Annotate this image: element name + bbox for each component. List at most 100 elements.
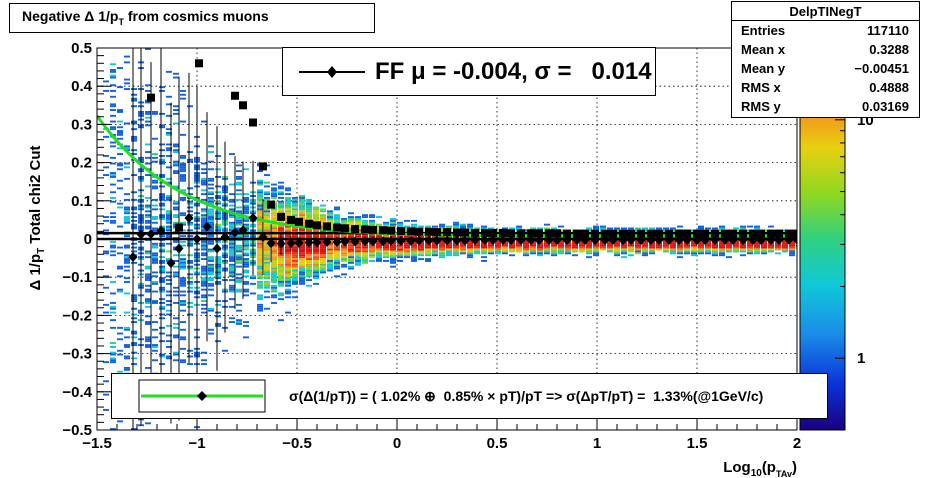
heatmap-cell: [544, 246, 550, 249]
heatmap-cell: [264, 212, 270, 215]
heatmap-cell: [180, 177, 186, 180]
heatmap-cell: [271, 246, 277, 249]
heatmap-cell: [306, 267, 312, 270]
heatmap-cell: [201, 296, 207, 299]
heatmap-cell: [201, 351, 207, 354]
heatmap-cell: [243, 254, 249, 257]
heatmap-cell: [285, 246, 291, 249]
heatmap-cell: [670, 244, 676, 247]
heatmap-cell: [131, 344, 137, 346]
heatmap-cell: [320, 269, 326, 272]
heatmap-cell: [173, 326, 179, 329]
fit-legend: σ(Δ(1/pT)) = ( 1.02% ⊕ 0.85% × pT)/pT =>…: [111, 373, 828, 419]
heatmap-cell: [306, 216, 312, 218]
heatmap-cell: [614, 227, 620, 230]
heatmap-cell: [243, 210, 249, 213]
sigma-marker: [591, 229, 599, 238]
heatmap-cell: [215, 261, 221, 264]
mean-marker: [618, 235, 628, 246]
heatmap-cell: [180, 97, 186, 100]
heatmap-cell: [173, 317, 179, 320]
heatmap-cell: [299, 198, 305, 201]
heatmap-cell: [495, 252, 501, 255]
heatmap-cell: [152, 321, 158, 323]
x-tick-label: 1.5: [687, 435, 708, 452]
heatmap-cell: [747, 246, 753, 249]
heatmap-cell: [285, 210, 291, 213]
heatmap-cell: [285, 202, 291, 205]
heatmap-cell: [530, 242, 536, 245]
heatmap-cell: [691, 242, 697, 245]
heatmap-cell: [229, 248, 235, 251]
colorbar-label: 1: [857, 350, 865, 367]
heatmap-cell: [264, 271, 270, 274]
heatmap-cell: [719, 252, 725, 255]
heatmap-cell: [208, 197, 214, 199]
heatmap-cell: [285, 267, 291, 270]
heatmap-cell: [292, 281, 298, 283]
sigma-marker: [675, 229, 683, 238]
heatmap-cell: [257, 206, 263, 209]
heatmap-cell: [733, 246, 739, 249]
heatmap-cell: [173, 302, 179, 304]
stats-label: Mean y: [741, 61, 786, 76]
heatmap-cell: [306, 258, 312, 260]
heatmap-cell: [698, 252, 704, 255]
heatmap-cell: [208, 221, 214, 224]
heatmap-cell: [278, 210, 284, 213]
heatmap-cell: [201, 208, 207, 211]
heatmap-cell: [103, 90, 109, 92]
heatmap-cell: [481, 225, 487, 228]
heatmap-cell: [180, 258, 186, 260]
heatmap-cell: [152, 198, 158, 201]
heatmap-cell: [278, 294, 284, 297]
heatmap-cell: [152, 256, 158, 259]
heatmap-cell: [782, 240, 788, 243]
heatmap-cell: [341, 273, 347, 276]
heatmap-cell: [425, 246, 431, 249]
heatmap-cell: [117, 179, 123, 182]
heatmap-cell: [201, 248, 207, 251]
heatmap-cell: [180, 347, 186, 350]
heatmap-cell: [495, 246, 501, 249]
heatmap-cell: [152, 328, 158, 331]
mean-marker: [748, 235, 758, 246]
heatmap-cell: [187, 160, 193, 163]
heatmap-cell: [110, 176, 116, 178]
heatmap-cell: [649, 246, 655, 249]
heatmap-cell: [642, 252, 648, 255]
heatmap-cell: [712, 250, 718, 253]
heatmap-cell: [243, 168, 249, 171]
heatmap-cell: [159, 235, 165, 238]
heatmap-cell: [103, 229, 109, 232]
heatmap-cell: [257, 183, 263, 186]
heatmap-cell: [229, 227, 235, 230]
heatmap-cell: [173, 260, 179, 262]
heatmap-cell: [208, 258, 214, 260]
heatmap-cell: [131, 88, 137, 90]
heatmap-cell: [495, 240, 501, 243]
sigma-marker: [471, 228, 479, 237]
heatmap-cell: [257, 281, 263, 283]
heatmap-cell: [740, 244, 746, 247]
heatmap-cell: [376, 260, 382, 262]
heatmap-cell: [383, 250, 389, 253]
heatmap-cell: [159, 248, 165, 251]
heatmap-cell: [201, 307, 207, 310]
heatmap-cell: [362, 254, 368, 257]
heatmap-cell: [229, 225, 235, 228]
heatmap-cell: [278, 254, 284, 257]
heatmap-cell: [180, 155, 186, 157]
heatmap-cell: [397, 260, 403, 262]
heatmap-cell: [278, 193, 284, 196]
heatmap-cell: [362, 219, 368, 222]
heatmap-cell: [383, 260, 389, 262]
heatmap-cell: [124, 177, 130, 180]
heatmap-cell: [180, 265, 186, 268]
mean-marker: [452, 235, 462, 246]
heatmap-cell: [467, 254, 473, 257]
heatmap-cell: [159, 340, 165, 343]
heatmap-cell: [257, 260, 263, 262]
heatmap-cell: [208, 212, 214, 215]
heatmap-cell: [327, 246, 333, 249]
